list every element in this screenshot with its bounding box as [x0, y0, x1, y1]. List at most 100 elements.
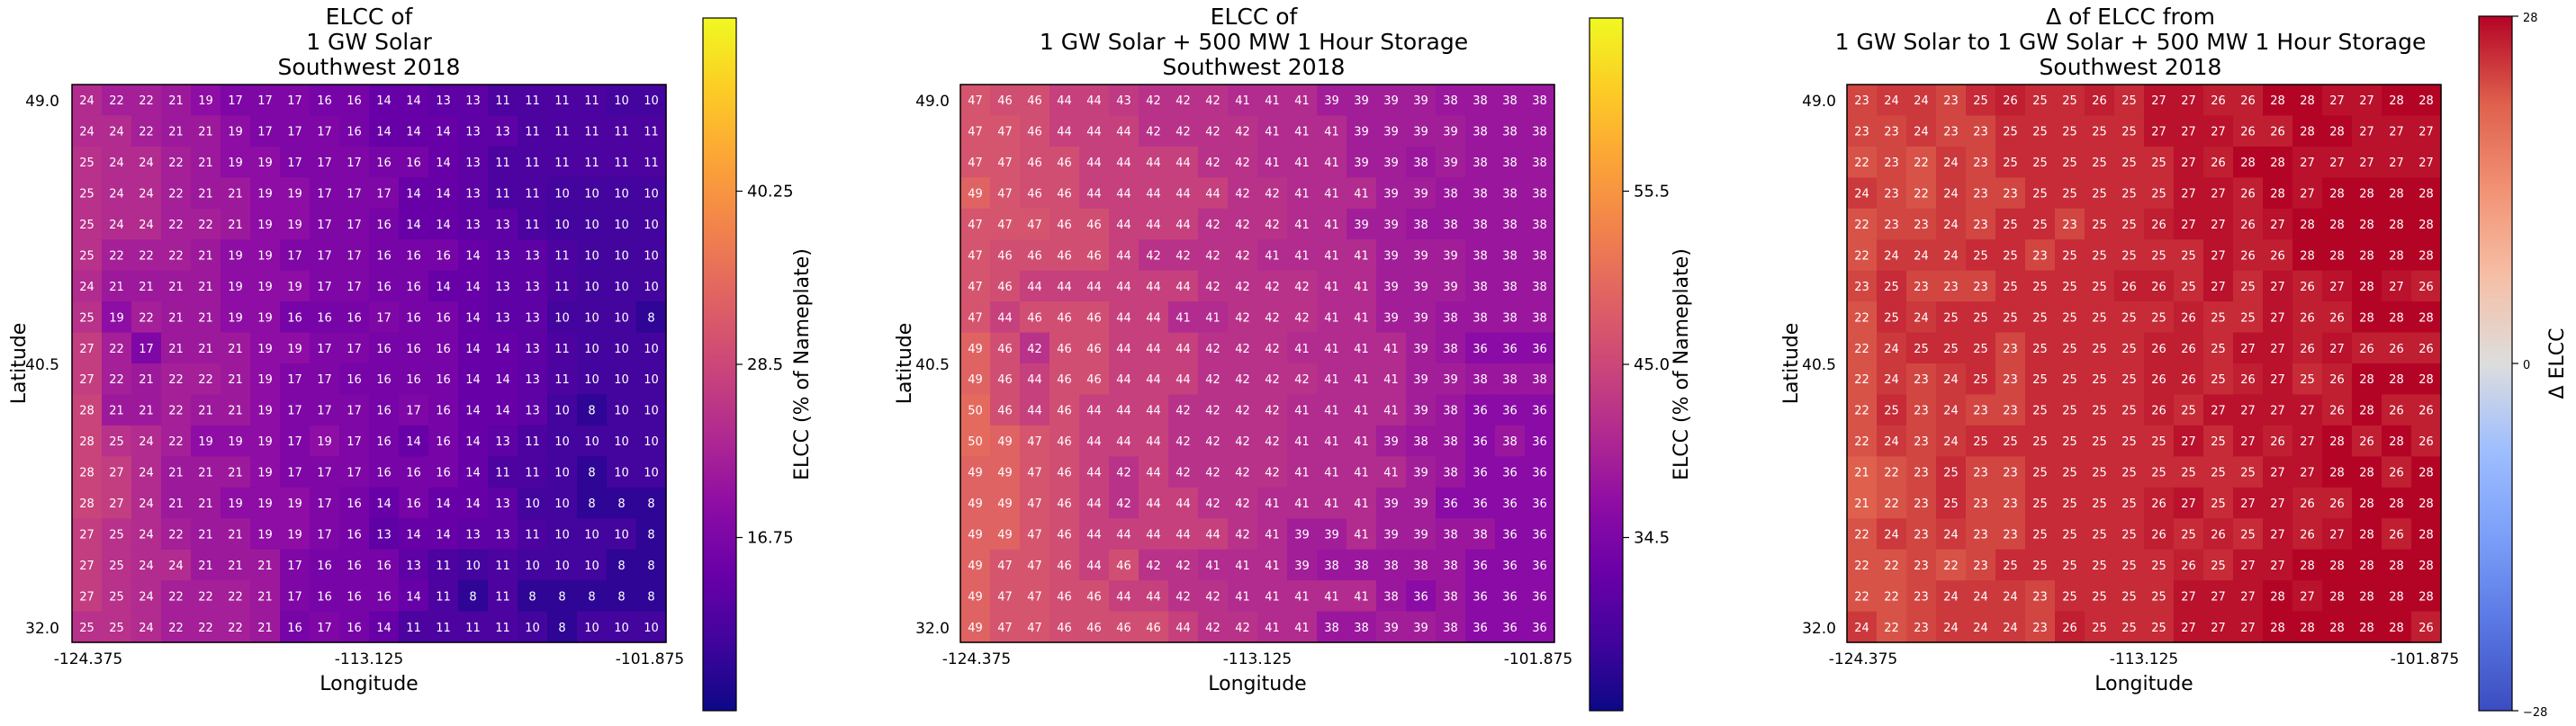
heatmap-cell [1079, 208, 1110, 240]
heatmap-cell [2292, 549, 2323, 581]
cell-value-label: 25 [1914, 343, 1929, 356]
cell-value-label: 46 [1086, 343, 1102, 356]
heatmap-cell [1020, 85, 1050, 117]
cell-value-label: 44 [1116, 343, 1131, 356]
cell-value-label: 42 [1235, 528, 1250, 542]
heatmap-cell [488, 363, 518, 396]
cell-value-label: 46 [1086, 249, 1102, 263]
cell-value-label: 41 [1294, 497, 1310, 511]
heatmap-cell [2114, 549, 2145, 581]
cell-value-label: 44 [1175, 528, 1191, 542]
heatmap-cell [2352, 425, 2382, 457]
cell-value-label: 39 [1413, 311, 1428, 325]
heatmap-cell [2352, 549, 2382, 581]
heatmap-cell [1317, 611, 1347, 643]
heatmap-cell [1376, 239, 1407, 272]
cell-value-label: 21 [168, 126, 184, 139]
x-tick-label: -101.875 [616, 650, 684, 668]
cell-value-label: 16 [287, 622, 302, 635]
cell-value-label: 39 [1413, 497, 1428, 511]
cell-value-label: 16 [376, 157, 392, 170]
cell-value-label: 24 [1914, 126, 1929, 139]
cell-value-label: 17 [257, 126, 273, 139]
cell-value-label: 25 [2240, 467, 2256, 480]
cell-value-label: 42 [1175, 405, 1191, 418]
heatmap-cell [960, 146, 991, 178]
cell-value-label: 16 [347, 560, 362, 573]
heatmap-cell [2114, 518, 2145, 551]
cell-value-label: 16 [436, 343, 451, 356]
cell-value-label: 38 [1532, 249, 1547, 263]
heatmap-cell [161, 425, 192, 457]
heatmap-cell [1495, 177, 1526, 210]
heatmap-cell [1995, 208, 2026, 240]
heatmap-cell [1079, 549, 1110, 581]
heatmap-cell [1465, 85, 1496, 117]
heatmap-cell [2411, 580, 2442, 613]
heatmap-cell [161, 363, 192, 396]
heatmap-cell [547, 487, 578, 519]
cell-value-label: 19 [287, 497, 302, 511]
heatmap-cell [1168, 611, 1199, 643]
cell-value-label: 42 [1294, 373, 1310, 387]
cell-value-label: 26 [2151, 528, 2166, 542]
heatmap-cell [636, 487, 667, 519]
heatmap-cell [2025, 270, 2056, 302]
cell-value-label: 41 [1383, 343, 1399, 356]
heatmap-cell [488, 611, 518, 643]
heatmap-cell [2411, 518, 2442, 551]
heatmap-cell [1936, 301, 1967, 334]
cell-value-label: 22 [1854, 249, 1869, 263]
heatmap-cell [339, 580, 370, 613]
cell-value-label: 13 [495, 311, 510, 325]
cell-value-label: 11 [554, 126, 570, 139]
cell-value-label: 38 [1443, 528, 1458, 542]
cell-value-label: 22 [168, 219, 184, 232]
cell-value-label: 10 [554, 497, 570, 511]
heatmap-cell [960, 332, 991, 364]
heatmap-cell [2114, 580, 2145, 613]
cell-value-label: 26 [2181, 343, 2196, 356]
heatmap-cell [607, 332, 637, 364]
heatmap-cell [102, 363, 132, 396]
heatmap-cell [1257, 487, 1288, 519]
heatmap-cell [191, 177, 221, 210]
heatmap-cell [2144, 239, 2175, 272]
heatmap-cell [1139, 301, 1169, 334]
cell-value-label: 10 [584, 343, 599, 356]
colorbar-tick-label: 45.0 [1634, 355, 1670, 374]
heatmap-cell [2322, 611, 2353, 643]
cell-value-label: 46 [997, 405, 1013, 418]
heatmap-cell [161, 549, 192, 581]
heatmap-cell [1347, 85, 1377, 117]
heatmap-cell [1139, 177, 1169, 210]
heatmap-cell [1995, 611, 2026, 643]
cell-value-label: 25 [2092, 343, 2107, 356]
cell-value-label: 13 [495, 435, 510, 449]
cell-value-label: 24 [1884, 435, 1899, 449]
heatmap-cell [607, 580, 637, 613]
cell-value-label: 23 [1854, 281, 1869, 294]
heatmap-cell [1406, 518, 1437, 551]
heatmap-cell [577, 177, 608, 210]
heatmap-cell [221, 394, 251, 426]
heatmap-cell [2085, 394, 2115, 426]
heatmap-cell [310, 363, 340, 396]
heatmap-cell [2233, 208, 2264, 240]
cell-value-label: 11 [436, 560, 451, 573]
heatmap-cell [1287, 394, 1318, 426]
heatmap-cell [428, 580, 459, 613]
heatmap-cell [1347, 332, 1377, 364]
cell-value-label: 22 [1854, 311, 1869, 325]
cell-value-label: 44 [1146, 311, 1161, 325]
heatmap-cell [1109, 177, 1139, 210]
heatmap-cell [1877, 487, 1907, 519]
heatmap-cell [518, 85, 548, 117]
cell-value-label: 21 [228, 528, 243, 542]
heatmap-cell [1966, 177, 1996, 210]
cell-value-label: 25 [79, 311, 95, 325]
heatmap-cell [990, 146, 1021, 178]
cell-value-label: 27 [2270, 497, 2285, 511]
cell-value-label: 36 [1502, 343, 1518, 356]
heatmap-cell [1168, 332, 1199, 364]
